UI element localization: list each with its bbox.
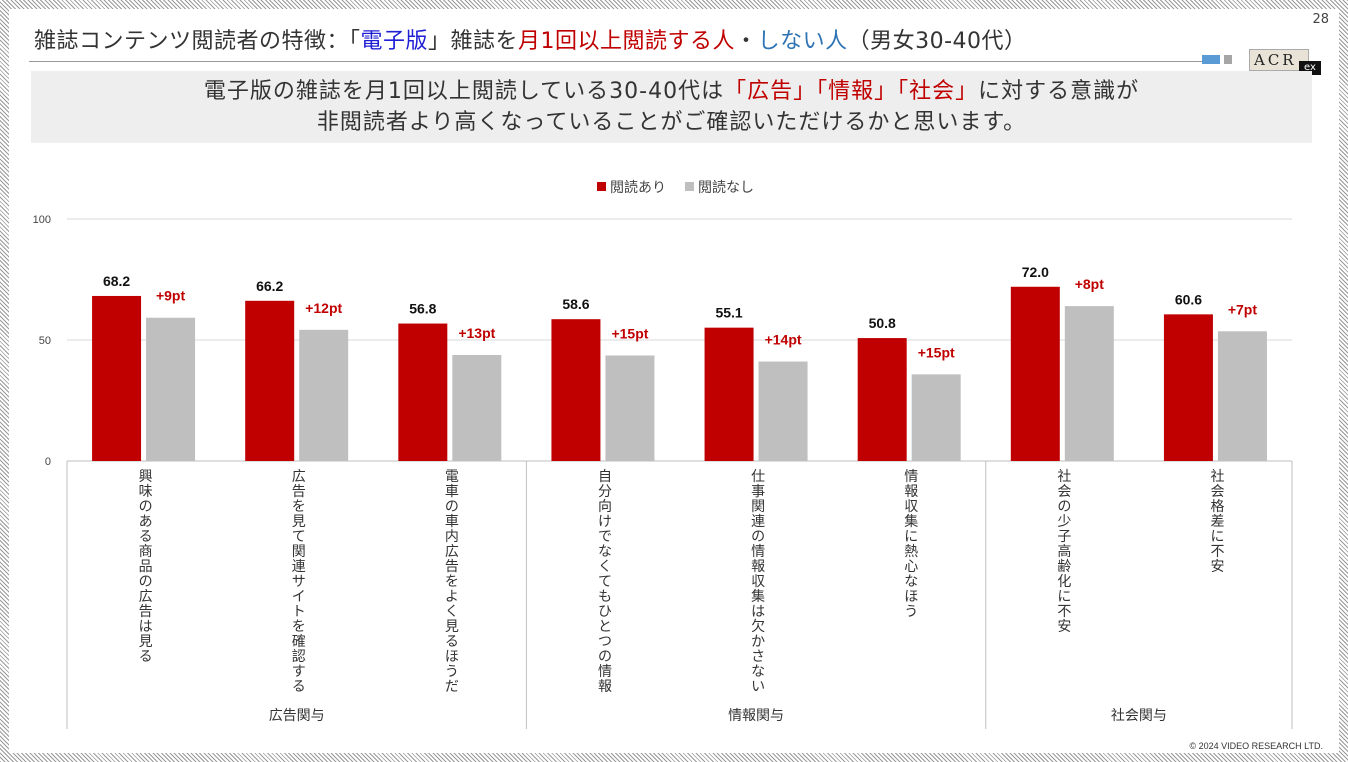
diff-label: +14pt [765, 332, 802, 348]
logo-bar-blue [1202, 55, 1220, 64]
legend-swatch-notread [685, 182, 694, 191]
bar-read [704, 327, 754, 461]
title-part5: ・ [735, 29, 758, 54]
value-label: 50.8 [869, 315, 896, 331]
diff-label: +7pt [1228, 301, 1258, 317]
category-label: 社会格差に不安 [1210, 469, 1224, 575]
group-label: 情報関与 [728, 708, 784, 724]
diff-label: +8pt [1075, 276, 1105, 292]
legend-label-notread: 閲読なし [698, 179, 754, 196]
y-tick-label: 100 [33, 214, 51, 226]
headline-box: 電子版の雑誌を月1回以上閲読している30-40代は「広告」「情報」「社会」に対す… [31, 71, 1312, 143]
group-label: 社会関与 [1111, 708, 1167, 724]
bar-read [1010, 286, 1060, 461]
bar-read [857, 338, 907, 461]
headline-line1: 電子版の雑誌を月1回以上閲読している30-40代は「広告」「情報」「社会」に対す… [31, 76, 1312, 107]
value-label: 58.6 [562, 296, 589, 312]
diff-label: +13pt [458, 325, 495, 341]
title-part2: 電子版 [360, 29, 429, 54]
page-number: 28 [1312, 12, 1329, 27]
bar-notread [911, 374, 961, 461]
headline-line2: 非閲読者より高くなっていることがご確認いただけるかと思います。 [316, 110, 1027, 135]
acr-logo: ACR [1249, 49, 1309, 71]
category-label: 社会の少子高齢化に不安 [1057, 469, 1071, 635]
legend-label-read: 閲読あり [610, 179, 666, 196]
bar-chart: 0 50 100 閲読あり 閲読なし 68.2 +9pt 興味のある商品の広告は見る 66.2 +… [33, 179, 1293, 729]
bar-read [245, 300, 295, 461]
bar-notread [146, 317, 196, 461]
category-label: 仕事関連の情報収集は欠かさない [751, 469, 765, 695]
title-part7: （男女30-40代） [847, 29, 1027, 54]
bar-notread [605, 355, 655, 461]
y-tick-label: 0 [45, 456, 51, 468]
bar-read [92, 295, 142, 461]
title-part6: しない人 [757, 29, 848, 54]
bar-read [398, 323, 448, 461]
category-label: 電車の車内広告をよく見るほうだ [445, 469, 459, 695]
bar-notread [452, 355, 502, 461]
category-label: 情報収集に熱心なほう [904, 469, 918, 620]
category-label: 広告を見て関連サイトを確認する [292, 469, 306, 695]
headline-line1-c: に対する意識が [978, 79, 1140, 104]
diff-label: +12pt [305, 300, 342, 316]
diff-label: +9pt [156, 288, 186, 304]
category-label: 興味のある商品の広告は見る [139, 469, 153, 665]
bar-notread [299, 329, 349, 461]
group-label: 広告関与 [269, 708, 325, 724]
page-title: 雑誌コンテンツ閲読者の特徴：「電子版」雑誌を月1回以上閲読する人・しない人（男女… [34, 23, 1027, 55]
bar-notread [1064, 306, 1114, 461]
title-divider [29, 61, 1209, 62]
value-label: 55.1 [715, 305, 742, 321]
title-part1: 雑誌コンテンツ閲読者の特徴：「 [34, 29, 361, 54]
headline-line1-a: 電子版の雑誌を月1回以上閲読している30-40代は [203, 79, 725, 104]
value-label: 72.0 [1022, 264, 1049, 280]
legend-swatch-read [597, 182, 606, 191]
y-tick-label: 50 [39, 335, 51, 347]
headline-line1-b: 「広告」「情報」「社会」 [724, 79, 979, 104]
value-label: 60.6 [1175, 291, 1202, 307]
logo-bar-gray [1224, 55, 1232, 64]
bar-notread [758, 361, 808, 461]
diff-label: +15pt [611, 325, 648, 341]
copyright: © 2024 VIDEO RESEARCH LTD. [1189, 741, 1323, 751]
value-label: 66.2 [256, 278, 283, 294]
value-label: 56.8 [409, 301, 436, 317]
title-part3: 」雑誌を [428, 29, 519, 54]
bar-notread [1217, 331, 1267, 461]
slide: 28 雑誌コンテンツ閲読者の特徴：「電子版」雑誌を月1回以上閲読する人・しない人… [9, 9, 1339, 753]
bar-read [1163, 314, 1213, 461]
title-part4: 月1回以上閲読する人 [518, 29, 736, 54]
value-label: 68.2 [103, 273, 130, 289]
diff-label: +15pt [918, 344, 955, 360]
category-label: 自分向けでなくてもひとつの情報 [598, 469, 612, 695]
bar-read [551, 319, 601, 461]
